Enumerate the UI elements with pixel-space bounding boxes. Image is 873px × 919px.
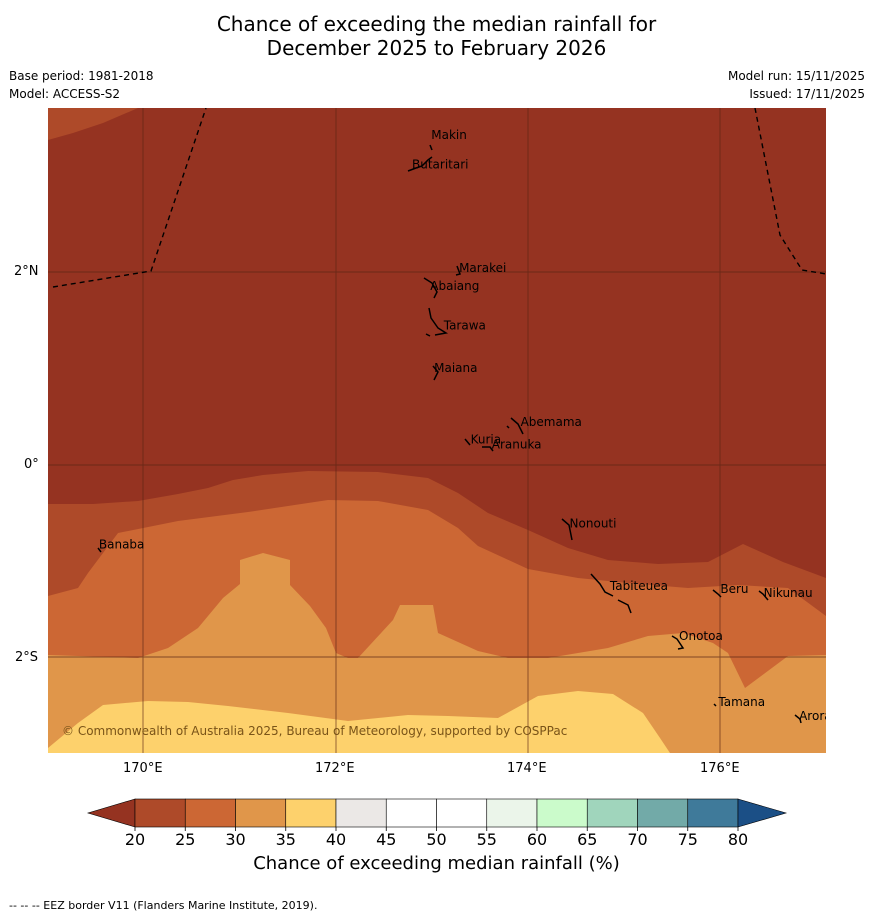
colorbar-cell (687, 798, 739, 828)
colorbar-cell (385, 798, 437, 828)
place-label-marakei: Marakei (459, 261, 506, 275)
colorbar-cell (235, 798, 287, 828)
lon-label-176: 176°E (700, 761, 740, 776)
colorbar-tick-label: 80 (728, 830, 748, 847)
graticule (48, 108, 826, 753)
title-line-1: Chance of exceeding the median rainfall … (216, 12, 657, 36)
model-run: Model run: 15/11/2025 (727, 69, 865, 83)
colorbar-cell (637, 798, 689, 828)
lon-label-172: 172°E (315, 761, 355, 776)
band-35-40 (48, 691, 670, 753)
colorbar-cell (184, 798, 236, 828)
colorbar-tick-label: 45 (376, 830, 396, 847)
title-line-2: December 2025 to February 2026 (266, 36, 607, 60)
colorbar-tick-label: 65 (577, 830, 597, 847)
colorbar-label: Chance of exceeding median rainfall (%) (253, 853, 620, 874)
place-label-makin: Makin (431, 128, 467, 142)
base-period: Base period: 1981-2018 (9, 69, 154, 83)
colorbar-tick-label: 70 (627, 830, 647, 847)
colorbar-over-triangle (737, 798, 788, 828)
colorbar-cell (586, 798, 638, 828)
model-name: Model: ACCESS-S2 (9, 87, 121, 101)
colorbar-tick-label: 25 (175, 830, 195, 847)
place-label-maiana: Maiana (434, 361, 477, 375)
lat-label-2n: 2°N (14, 264, 39, 279)
band-30-35 (48, 553, 826, 753)
place-label-onotoa: Onotoa (679, 629, 723, 643)
place-label-abaiang: Abaiang (430, 279, 479, 293)
meta-right: Model run: 15/11/2025 Issued: 17/11/2025 (728, 67, 865, 103)
colorbar-tick-label: 40 (326, 830, 346, 847)
issued-date: Issued: 17/11/2025 (749, 87, 865, 101)
map-title: Chance of exceeding the median rainfall … (0, 12, 873, 60)
place-label-beru: Beru (720, 582, 748, 596)
colorbar-tick-label: 30 (225, 830, 245, 847)
eez-border (52, 108, 826, 288)
colorbar-tick-label: 75 (678, 830, 698, 847)
colorbar-cell (285, 798, 337, 828)
colorbar-cell (436, 798, 488, 828)
eez-legend-note: -- -- -- EEZ border V11 (Flanders Marine… (9, 899, 318, 912)
place-label-banaba: Banaba (99, 538, 145, 552)
place-label-aranuka: Aranuka (492, 437, 542, 451)
place-label-tarawa: Tarawa (443, 319, 486, 333)
colorbar-tick-label: 60 (527, 830, 547, 847)
place-label-nonouti: Nonouti (570, 516, 617, 530)
lon-label-170: 170°E (123, 761, 163, 776)
place-label-tamana: Tamana (717, 695, 765, 709)
colorbar: 20 25 30 35 40 45 50 55 60 65 70 75 80 (86, 798, 788, 847)
colorbar-tick-label: 20 (125, 830, 145, 847)
place-label-nikunau: Nikunau (764, 586, 813, 600)
place-label-butaritari: Butaritari (412, 158, 469, 172)
colorbar-cell (486, 798, 538, 828)
meta-left: Base period: 1981-2018 Model: ACCESS-S2 (9, 67, 154, 103)
copyright-notice: © Commonwealth of Australia 2025, Bureau… (62, 724, 567, 738)
colorbar-under-triangle (86, 798, 136, 828)
colorbar-cell (134, 798, 186, 828)
colorbar-tick-label: 35 (276, 830, 296, 847)
island-outlines (97, 144, 802, 724)
place-label-arorae: Arorae (799, 709, 826, 723)
place-label-tabiteuea: Tabiteuea (609, 579, 668, 593)
lon-label-174: 174°E (507, 761, 547, 776)
colorbar-tick-label: 50 (426, 830, 446, 847)
colorbar-tick-label: 55 (477, 830, 497, 847)
band-20-25-corner (48, 108, 138, 140)
place-label-abemama: Abemama (521, 415, 582, 429)
colorbar-cell (335, 798, 387, 828)
lat-label-2s: 2°S (15, 650, 39, 665)
place-label-kuria: Kuria (471, 433, 502, 447)
lat-label-0: 0° (24, 457, 39, 472)
colorbar-cell (536, 798, 588, 828)
place-labels: Makin Butaritari Marakei Abaiang Tarawa Maian… (99, 128, 826, 723)
rainfall-map: Makin Butaritari Marakei Abaiang Tarawa Maian… (48, 108, 826, 753)
